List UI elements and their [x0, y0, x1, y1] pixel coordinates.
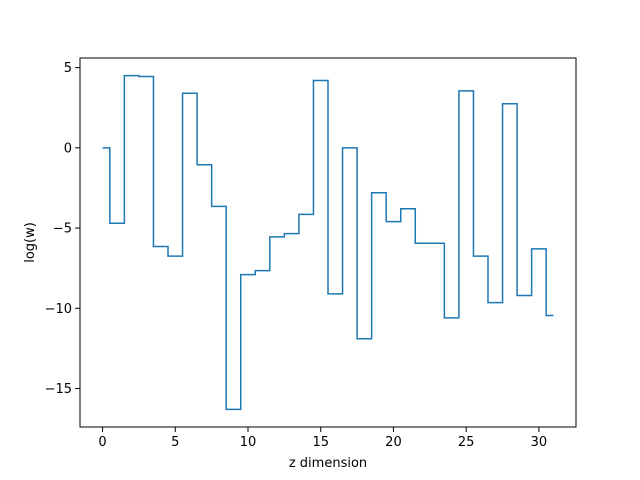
x-tick-label: 20: [385, 435, 402, 450]
x-tick-label: 5: [171, 435, 179, 450]
y-axis-ticks: 5 0 −5 −10 −15: [45, 61, 80, 397]
y-tick-label: 5: [64, 61, 72, 76]
y-tick-label: 0: [64, 141, 72, 156]
y-tick-label: −15: [45, 382, 72, 397]
x-axis-label: z dimension: [289, 456, 367, 471]
x-axis-ticks: 0 5 10 15 20 25 30: [98, 427, 547, 450]
x-tick-label: 15: [312, 435, 329, 450]
y-axis-label: log(w): [23, 222, 38, 263]
x-tick-label: 25: [458, 435, 475, 450]
y-tick-label: −5: [53, 222, 72, 237]
series-line-0: [102, 74, 554, 411]
x-tick-label: 30: [531, 435, 548, 450]
y-tick-label: −10: [45, 302, 72, 317]
x-tick-label: 10: [240, 435, 257, 450]
plot-frame: [79, 57, 577, 428]
series-layer: [102, 74, 554, 411]
x-tick-label: 0: [98, 435, 106, 450]
